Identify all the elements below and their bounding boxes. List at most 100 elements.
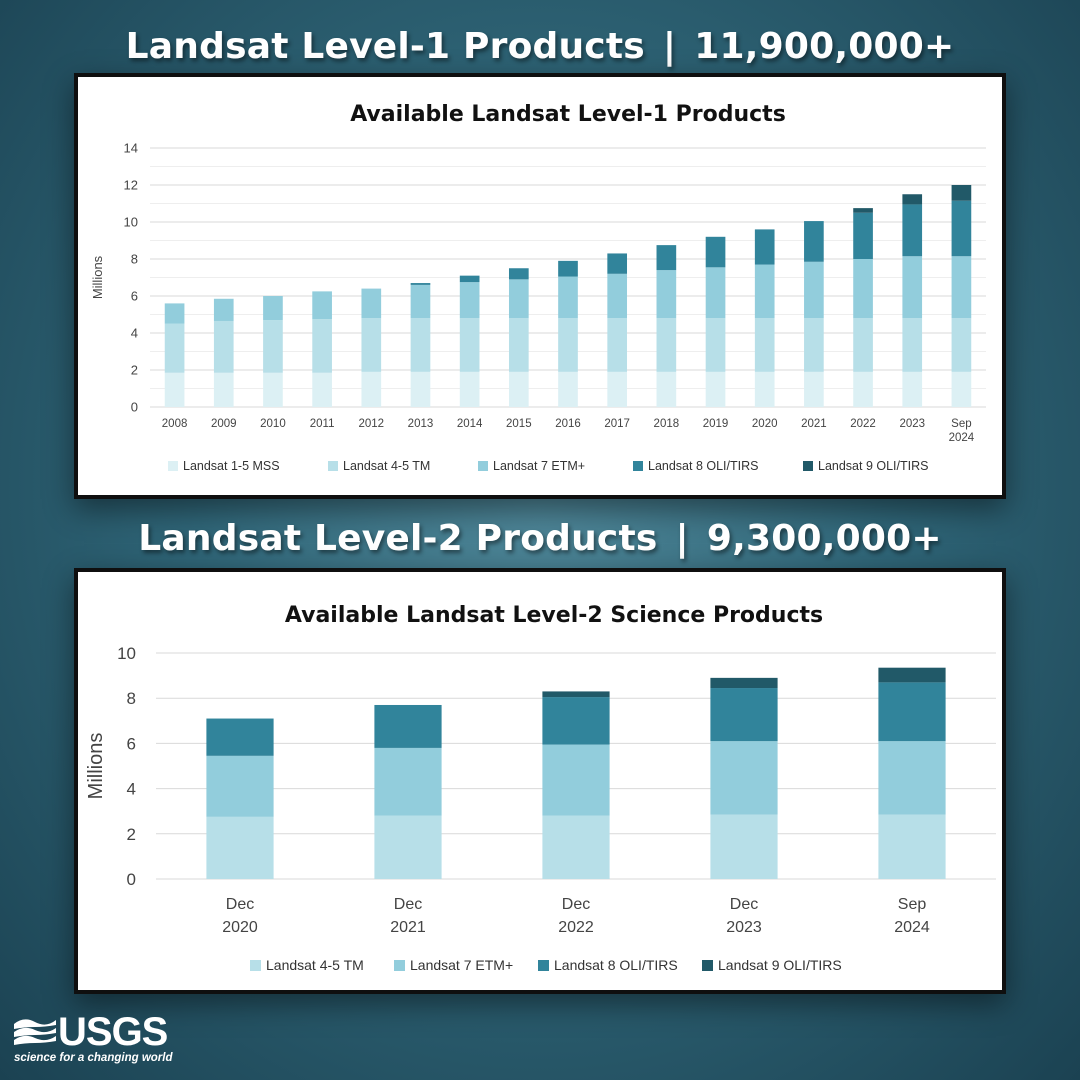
x-tick-label: 2009	[211, 418, 237, 430]
bar-segment-landsat-7-etm-	[459, 282, 480, 319]
y-tick-label: 14	[124, 141, 138, 156]
legend-swatch	[328, 461, 338, 471]
legend-swatch	[538, 960, 549, 971]
x-tick-label: 2012	[358, 418, 384, 430]
bar-segment-landsat-8-oli-tirs	[656, 245, 677, 271]
bar-segment-landsat-7-etm-	[558, 276, 578, 319]
bar-segment-landsat-8-oli-tirs	[754, 229, 775, 265]
bar-segment-landsat-8-oli-tirs	[853, 212, 873, 259]
legend-label: Landsat 9 OLI/TIRS	[818, 459, 928, 473]
legend-swatch	[250, 960, 261, 971]
bar-segment-landsat-8-oli-tirs	[902, 204, 923, 257]
legend-swatch	[702, 960, 713, 971]
legend-label: Landsat 7 ETM+	[493, 459, 585, 473]
x-tick-label: 2020	[222, 919, 258, 936]
x-tick-label: 2016	[555, 418, 581, 430]
bar-segment-landsat-4-5-tm	[542, 815, 610, 879]
x-tick-label: 2017	[604, 418, 630, 430]
x-tick-label: 2013	[408, 418, 434, 430]
x-tick-label: 2014	[457, 418, 483, 430]
y-tick-label: 0	[131, 400, 138, 415]
bar-segment-landsat-1-5-mss	[656, 371, 677, 407]
y-tick-label: 12	[124, 178, 138, 193]
bar-segment-landsat-9-oli-tirs	[542, 691, 610, 698]
bar-segment-landsat-8-oli-tirs	[374, 704, 442, 748]
x-tick-label: 2015	[506, 418, 532, 430]
bar-segment-landsat-7-etm-	[804, 261, 824, 319]
x-tick-label: 2019	[703, 418, 729, 430]
y-tick-label: 8	[131, 252, 138, 267]
bar-segment-landsat-1-5-mss	[213, 372, 234, 407]
bar-segment-landsat-4-5-tm	[656, 318, 677, 372]
bar-segment-landsat-7-etm-	[508, 279, 529, 319]
headline-level-2-count: 9,300,000+	[706, 518, 942, 559]
x-tick-label: 2010	[260, 418, 286, 430]
bar-segment-landsat-9-oli-tirs	[902, 194, 923, 205]
bar-segment-landsat-4-5-tm	[374, 815, 442, 879]
usgs-tagline: science for a changing world	[14, 1052, 173, 1064]
legend-label: Landsat 8 OLI/TIRS	[554, 957, 678, 973]
bar-segment-landsat-7-etm-	[361, 288, 382, 319]
usgs-logo: USGS science for a changing world	[14, 1010, 174, 1070]
bar-segment-landsat-4-5-tm	[710, 814, 778, 879]
legend-swatch	[478, 461, 488, 471]
bar-segment-landsat-4-5-tm	[754, 318, 775, 372]
bar-segment-landsat-1-5-mss	[410, 371, 431, 407]
x-tick-label: Sep	[898, 896, 927, 913]
y-tick-label: 2	[131, 363, 138, 378]
x-tick-label: Dec	[394, 896, 422, 913]
bar-segment-landsat-9-oli-tirs	[710, 677, 778, 689]
bar-segment-landsat-8-oli-tirs	[878, 682, 946, 742]
bar-segment-landsat-1-5-mss	[164, 372, 185, 407]
bar-segment-landsat-1-5-mss	[853, 371, 873, 407]
headline-level-2: Landsat Level-2 Products | 9,300,000+	[0, 518, 1080, 559]
bar-segment-landsat-4-5-tm	[607, 318, 628, 372]
bar-segment-landsat-7-etm-	[213, 298, 234, 321]
bar-segment-landsat-8-oli-tirs	[705, 236, 726, 268]
bar-segment-landsat-7-etm-	[374, 747, 442, 816]
bar-segment-landsat-7-etm-	[754, 264, 775, 319]
bar-segment-landsat-1-5-mss	[312, 372, 332, 407]
bar-segment-landsat-8-oli-tirs	[410, 283, 431, 285]
x-tick-label: 2023	[726, 919, 762, 936]
legend-label: Landsat 7 ETM+	[410, 957, 513, 973]
bar-segment-landsat-4-5-tm	[878, 814, 946, 879]
legend-label: Landsat 9 OLI/TIRS	[718, 957, 842, 973]
headline-level-1: Landsat Level-1 Products | 11,900,000+	[0, 26, 1080, 67]
usgs-waves-icon	[14, 1019, 56, 1045]
x-tick-label: Dec	[226, 896, 254, 913]
legend-label: Landsat 4-5 TM	[343, 459, 430, 473]
bar-segment-landsat-8-oli-tirs	[710, 688, 778, 742]
y-tick-label: 0	[127, 870, 136, 889]
bar-segment-landsat-4-5-tm	[558, 318, 578, 372]
bar-segment-landsat-4-5-tm	[263, 320, 283, 373]
bar-segment-landsat-4-5-tm	[705, 318, 726, 372]
bar-segment-landsat-7-etm-	[878, 741, 946, 815]
usgs-wordmark: USGS	[58, 1010, 168, 1054]
y-tick-label: 6	[131, 289, 138, 304]
headline-separator: |	[662, 26, 677, 67]
x-tick-label: 2020	[752, 418, 778, 430]
x-tick-label: 2022	[558, 919, 594, 936]
bar-segment-landsat-4-5-tm	[902, 318, 923, 372]
legend-label: Landsat 4-5 TM	[266, 957, 364, 973]
bar-segment-landsat-8-oli-tirs	[459, 275, 480, 283]
bar-segment-landsat-7-etm-	[951, 256, 972, 319]
bar-segment-landsat-7-etm-	[312, 291, 332, 320]
bar-segment-landsat-1-5-mss	[361, 371, 382, 407]
bar-segment-landsat-8-oli-tirs	[542, 697, 610, 745]
legend-label: Landsat 8 OLI/TIRS	[648, 459, 758, 473]
y-tick-label: 8	[127, 689, 136, 708]
legend-swatch	[633, 461, 643, 471]
bar-segment-landsat-7-etm-	[710, 741, 778, 815]
y-tick-label: 10	[117, 644, 136, 663]
x-tick-label: 2022	[850, 418, 876, 430]
chart-level-1: Available Landsat Level-1 Products 0 2 4 6 8 1…	[90, 102, 986, 473]
headline-separator: |	[675, 518, 689, 559]
bar-segment-landsat-4-5-tm	[164, 323, 185, 373]
bar-segment-landsat-7-etm-	[410, 284, 431, 319]
bar-segment-landsat-1-5-mss	[705, 371, 726, 407]
bar-segment-landsat-9-oli-tirs	[853, 208, 873, 213]
chart-panel-level-2: Available Landsat Level-2 Science Produc…	[74, 568, 1006, 994]
chart-title: Available Landsat Level-1 Products	[350, 102, 786, 127]
